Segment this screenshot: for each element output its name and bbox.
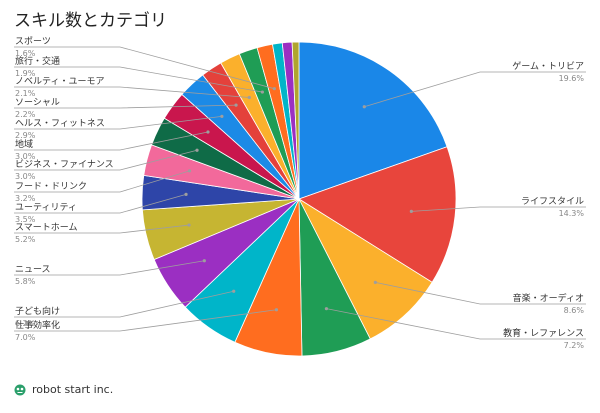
- slice-value-label: 5.8%: [15, 277, 36, 286]
- leader-dot: [187, 223, 191, 227]
- slice-value-label: 6.2%: [15, 319, 36, 328]
- pie-slice: [291, 41, 300, 200]
- slice-label: 旅行・交通: [15, 55, 60, 67]
- pie-slice: [297, 197, 433, 340]
- slice-value-label: 2.1%: [15, 89, 36, 98]
- slice-value-label: 8.6%: [564, 306, 585, 315]
- slice-value-label: 19.6%: [559, 74, 585, 83]
- leader-line: [411, 206, 586, 212]
- leader-line: [14, 86, 250, 98]
- leader-line: [375, 281, 586, 305]
- pie-slices: [141, 41, 457, 357]
- slice-value-label: 3.0%: [15, 152, 36, 161]
- footer: robot start inc.: [14, 383, 113, 396]
- slice-value-label: 1.9%: [15, 69, 36, 78]
- leader-line: [14, 170, 190, 193]
- slice-label: 仕事効率化: [15, 319, 60, 331]
- leader-line: [14, 104, 237, 109]
- slice-label: 子ども向け: [15, 305, 60, 317]
- slice-value-label: 3.0%: [15, 172, 36, 181]
- slice-label: 教育・レファレンス: [503, 327, 584, 339]
- chart-title: スキル数とカテゴリ: [14, 11, 167, 31]
- leader-line: [14, 224, 190, 234]
- leader-line: [14, 115, 222, 130]
- leader-line: [14, 149, 198, 171]
- slice-value-label: 2.9%: [15, 131, 36, 140]
- slice-value-label: 3.5%: [15, 215, 36, 224]
- leader-lines: [14, 46, 586, 340]
- leader-line: [14, 193, 187, 214]
- slice-value-label: 7.0%: [15, 333, 36, 342]
- slice-label: フード・ドリンク: [15, 181, 87, 192]
- robot-logo-icon: [14, 384, 26, 395]
- slice-value-label: 14.3%: [559, 209, 585, 218]
- slice-label: ヘルス・フィットネス: [15, 118, 105, 129]
- slice-label: ビジネス・ファイナンス: [15, 159, 114, 170]
- leader-line: [14, 290, 234, 318]
- slice-label: スマートホーム: [15, 222, 77, 233]
- slice-label: スポーツ: [15, 36, 51, 47]
- slice-label: ユーティリティ: [15, 202, 77, 213]
- slice-label: ソーシャル: [15, 98, 60, 108]
- pie-slice: [298, 146, 457, 283]
- slice-value-label: 5.2%: [15, 235, 36, 244]
- slice-label: 音楽・オーディオ: [513, 292, 584, 304]
- slice-value-label: 3.2%: [15, 194, 36, 203]
- leader-line: [14, 260, 205, 276]
- footer-brand: robot start inc.: [32, 383, 114, 396]
- slice-label: ニュース: [15, 265, 51, 275]
- slice-label: ライフスタイル: [521, 196, 584, 207]
- slice-labels: ゲーム・トリビア 19.6% ライフスタイル 14.3% 音楽・オーディオ 8.6% 教育・…: [15, 36, 584, 350]
- leader-line: [14, 66, 263, 93]
- slice-label: ゲーム・トリビア: [512, 60, 584, 72]
- slice-value-label: 7.2%: [564, 341, 585, 350]
- slice-label: 地域: [15, 138, 33, 150]
- leader-line: [14, 46, 275, 90]
- leader-line: [14, 309, 277, 332]
- leader-line: [326, 308, 586, 340]
- slice-value-label: 1.6%: [15, 49, 36, 58]
- slice-value-label: 2.2%: [15, 110, 36, 119]
- slice-label: ノベルティ・ユーモア: [15, 76, 104, 87]
- leader-line: [364, 71, 586, 108]
- leader-line: [14, 131, 209, 151]
